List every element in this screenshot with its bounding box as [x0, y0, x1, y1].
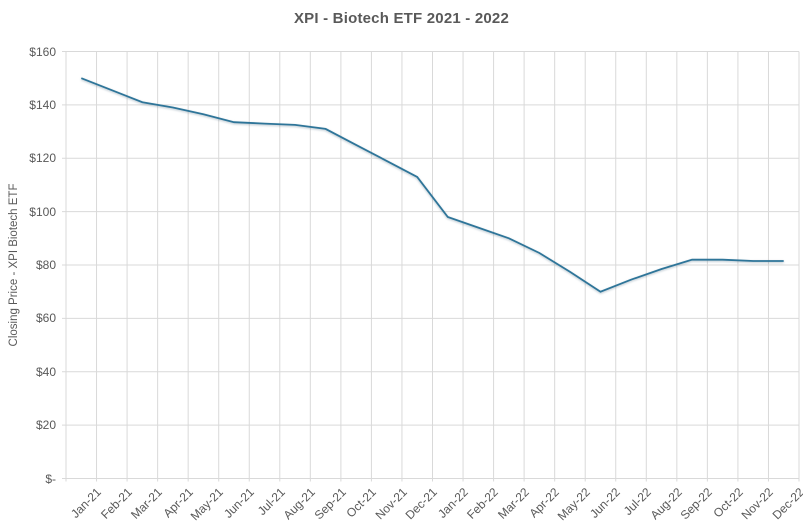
y-axis-tick-label: $-	[45, 471, 56, 486]
y-axis-tick-label: $40	[35, 364, 56, 379]
y-axis-tick-label: $100	[29, 204, 56, 219]
y-axis-tick-label: $120	[29, 151, 56, 166]
y-axis-tick-label: $20	[35, 418, 56, 433]
y-axis-tick-label: $160	[29, 44, 56, 59]
y-axis-tick-label: $60	[35, 311, 56, 326]
y-axis-tick-label: $140	[29, 97, 56, 112]
chart-title: XPI - Biotech ETF 2021 - 2022	[293, 10, 510, 27]
y-axis-tick-label: $80	[35, 258, 56, 272]
price-line-series	[80, 77, 784, 293]
